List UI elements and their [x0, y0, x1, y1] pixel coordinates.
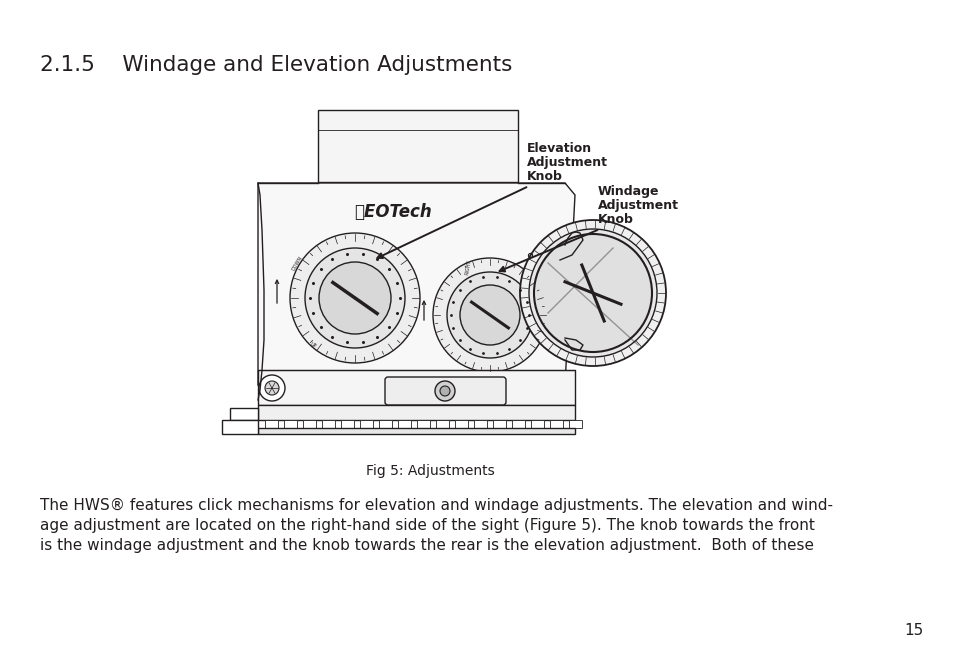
Text: 15: 15 [903, 623, 923, 638]
FancyBboxPatch shape [303, 420, 315, 428]
Text: Knob: Knob [526, 170, 562, 183]
FancyBboxPatch shape [397, 420, 411, 428]
FancyBboxPatch shape [230, 408, 257, 420]
FancyBboxPatch shape [340, 420, 354, 428]
FancyBboxPatch shape [359, 420, 373, 428]
Circle shape [534, 234, 651, 352]
Text: DOWN: DOWN [291, 255, 303, 271]
Text: RIGHT: RIGHT [464, 259, 472, 275]
Text: Windage: Windage [598, 185, 659, 198]
FancyBboxPatch shape [257, 370, 575, 405]
FancyBboxPatch shape [265, 420, 277, 428]
Circle shape [265, 381, 278, 395]
FancyBboxPatch shape [385, 377, 505, 405]
Text: 2.1.5    Windage and Elevation Adjustments: 2.1.5 Windage and Elevation Adjustments [40, 55, 512, 75]
FancyBboxPatch shape [284, 420, 296, 428]
Text: Adjustment: Adjustment [526, 156, 607, 169]
FancyBboxPatch shape [550, 420, 562, 428]
Circle shape [519, 220, 665, 366]
FancyBboxPatch shape [512, 420, 524, 428]
Circle shape [447, 272, 533, 358]
FancyBboxPatch shape [531, 420, 543, 428]
Circle shape [433, 258, 546, 372]
FancyBboxPatch shape [378, 420, 392, 428]
Circle shape [290, 233, 419, 363]
Text: Elevation: Elevation [526, 142, 592, 155]
Circle shape [258, 375, 285, 401]
Text: UP: UP [309, 341, 316, 349]
Text: The HWS® features click mechanisms for elevation and windage adjustments. The el: The HWS® features click mechanisms for e… [40, 498, 832, 513]
Circle shape [439, 386, 450, 396]
Circle shape [305, 248, 405, 348]
Circle shape [529, 229, 657, 357]
FancyBboxPatch shape [474, 420, 486, 428]
FancyBboxPatch shape [317, 110, 517, 182]
FancyBboxPatch shape [257, 405, 575, 420]
FancyBboxPatch shape [568, 420, 581, 428]
Text: is the windage adjustment and the knob towards the rear is the elevation adjustm: is the windage adjustment and the knob t… [40, 538, 813, 553]
FancyBboxPatch shape [436, 420, 449, 428]
Text: Adjustment: Adjustment [598, 199, 679, 212]
Polygon shape [257, 183, 575, 415]
Text: Knob: Knob [598, 213, 633, 226]
FancyBboxPatch shape [455, 420, 468, 428]
FancyBboxPatch shape [416, 420, 430, 428]
FancyBboxPatch shape [222, 420, 257, 434]
Text: ⒷEOTech: ⒷEOTech [354, 203, 432, 221]
Circle shape [435, 381, 455, 401]
FancyBboxPatch shape [493, 420, 505, 428]
FancyBboxPatch shape [257, 428, 575, 434]
Circle shape [318, 262, 391, 334]
Text: age adjustment are located on the right-hand side of the sight (Figure 5). The k: age adjustment are located on the right-… [40, 518, 814, 533]
FancyBboxPatch shape [322, 420, 335, 428]
Text: Fig 5: Adjustments: Fig 5: Adjustments [365, 464, 494, 478]
Circle shape [459, 285, 519, 345]
